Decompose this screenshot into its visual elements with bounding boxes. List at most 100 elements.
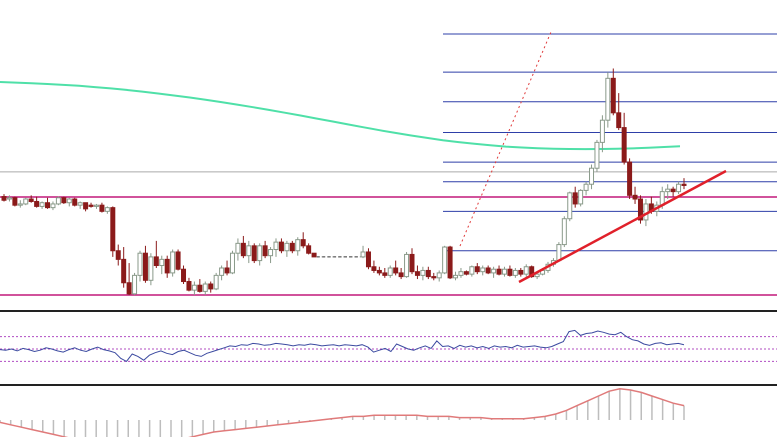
candle-body: [382, 272, 388, 276]
candle-body: [578, 189, 584, 205]
candle-body: [197, 284, 203, 292]
candle-body: [534, 273, 540, 278]
candle-body: [594, 141, 600, 169]
candle-body: [447, 246, 453, 279]
candle-body: [311, 252, 317, 258]
candle-body: [148, 256, 154, 281]
candle-body: [284, 242, 290, 252]
dotted-projection-line: [459, 31, 552, 247]
candle-body: [442, 246, 448, 274]
candle-body: [518, 269, 524, 275]
candle-body: [567, 192, 573, 220]
candle-body: [126, 282, 132, 295]
candle-body: [393, 267, 399, 274]
candle-body: [387, 267, 393, 276]
candle-body: [676, 183, 682, 193]
candle-body: [257, 245, 263, 262]
candle-body: [599, 119, 605, 143]
candle-body: [83, 202, 89, 210]
candle-body: [665, 188, 671, 193]
candle-body: [507, 268, 513, 276]
candle-body: [637, 198, 643, 221]
candle-body: [491, 268, 497, 274]
momentum-line: [0, 388, 685, 437]
candle-body: [616, 112, 622, 129]
candle-body: [561, 218, 567, 246]
candle-body: [186, 281, 192, 291]
candle-body: [104, 207, 110, 212]
candle-body: [627, 161, 633, 196]
candle-body: [523, 266, 529, 275]
candle-body: [306, 245, 312, 254]
candle-body: [453, 274, 459, 279]
candle-body: [420, 269, 426, 276]
candle-body: [371, 266, 377, 271]
candle-body: [589, 167, 595, 185]
candle-body: [605, 77, 611, 121]
candle-body: [235, 242, 241, 254]
candle-body: [77, 202, 83, 206]
candle-body: [99, 204, 105, 212]
candle-body: [485, 267, 491, 274]
candle-body: [414, 271, 420, 276]
candle-body: [425, 269, 431, 278]
candle-body: [681, 183, 687, 186]
candle-body: [376, 269, 382, 274]
candle-body: [409, 253, 415, 273]
candle-body: [45, 202, 51, 209]
candle-body: [153, 256, 159, 267]
candle-body: [273, 241, 279, 251]
candle-body: [229, 252, 235, 274]
candle-body: [23, 198, 29, 205]
candle-body: [224, 267, 230, 274]
oscillator-line: [0, 329, 685, 363]
candle-body: [28, 198, 34, 202]
candle-body: [175, 251, 181, 270]
candle-body: [240, 242, 246, 257]
candle-body: [463, 271, 469, 275]
candle-body: [213, 274, 219, 290]
candle-body: [360, 251, 366, 258]
candle-body: [480, 267, 486, 273]
trend-line: [518, 169, 727, 284]
candle-body: [556, 244, 562, 262]
candle-body: [501, 268, 507, 275]
candle-body: [219, 267, 225, 276]
candle-body: [474, 266, 480, 273]
candle-body: [61, 197, 67, 204]
candle-body: [34, 200, 40, 207]
candle-body: [110, 207, 116, 252]
candle-body: [583, 183, 589, 191]
candle-body: [170, 251, 176, 274]
candle-body: [55, 197, 61, 205]
candle-body: [137, 252, 143, 276]
candle-body: [159, 258, 165, 267]
candle-body: [632, 194, 638, 200]
candle-body: [268, 249, 274, 257]
candle-body: [88, 204, 94, 207]
candle-body: [404, 253, 410, 278]
candle-body: [93, 204, 99, 207]
candle-body: [246, 245, 252, 257]
candle-body: [115, 250, 121, 260]
candle-body: [12, 197, 18, 206]
candle-body: [289, 242, 295, 252]
moving-average-line: [0, 81, 681, 151]
candle-body: [398, 272, 404, 278]
candle-body: [621, 127, 627, 163]
candle-body: [458, 271, 464, 276]
candle-body: [251, 245, 257, 262]
candle-body: [436, 272, 442, 279]
candle-body: [670, 188, 676, 193]
candle-body: [50, 203, 56, 209]
candle-body: [512, 269, 518, 276]
candle-body: [1, 196, 7, 201]
candle-body: [365, 251, 371, 268]
candle-body: [278, 241, 284, 252]
candle-body: [496, 268, 502, 275]
candle-body: [142, 252, 148, 281]
candle-body: [262, 245, 268, 257]
candle-body: [191, 284, 197, 291]
